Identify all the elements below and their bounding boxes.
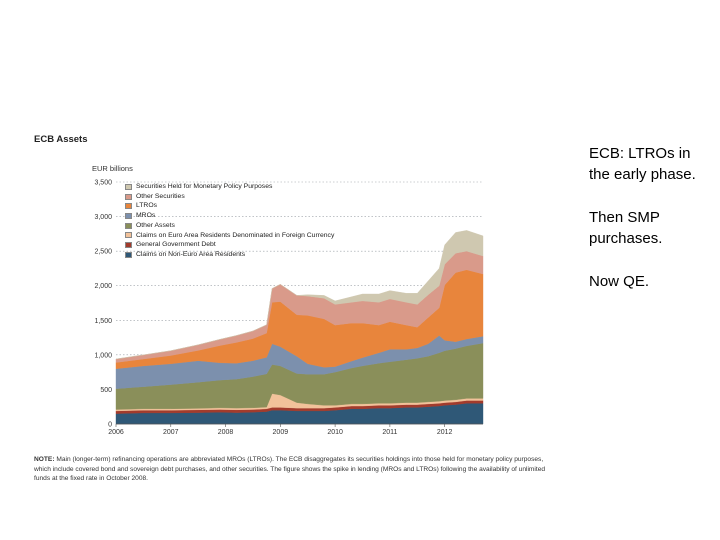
legend-swatch <box>125 251 132 258</box>
legend-item: MROs <box>125 211 334 221</box>
commentary-qe: Now QE. <box>589 273 650 290</box>
legend-label: Claims on Non-Euro Area Residents <box>136 250 246 258</box>
legend-item: Other Securities <box>125 192 334 202</box>
chart-title: ECB Assets <box>34 134 88 145</box>
commentary-ltro: ECB: LTROs in the early phase. <box>589 145 696 183</box>
chart-note: NOTE: Main (longer-term) refinancing ope… <box>34 455 549 484</box>
area-series <box>115 230 484 425</box>
axes: 0 500 1,000 1,500 2,000 2,500 3,000 3,500 2006 20… <box>94 180 483 436</box>
x-tick-label: 2008 <box>218 429 234 436</box>
y-tick-label: 2,000 <box>94 283 112 290</box>
legend-item: Claims on Euro Area Residents Denominate… <box>125 231 334 241</box>
legend-item: Claims on Non-Euro Area Residents <box>125 250 334 260</box>
legend-label: Other Securities <box>136 192 185 200</box>
y-axis-label: EUR billions <box>92 164 133 173</box>
legend-item: General Government Debt <box>125 240 334 250</box>
y-tick-label: 3,000 <box>94 214 112 221</box>
legend-swatch <box>125 212 132 219</box>
y-tick-label: 2,500 <box>94 249 112 256</box>
legend-swatch <box>125 232 132 239</box>
y-tick-label: 0 <box>108 422 112 429</box>
legend-swatch <box>125 222 132 229</box>
x-tick-label: 2010 <box>327 429 343 436</box>
legend-swatch <box>125 193 132 200</box>
chart-legend: Securities Held for Monetary Policy Purp… <box>125 182 334 260</box>
legend-label: Other Assets <box>136 221 175 229</box>
x-tick-label: 2012 <box>437 429 453 436</box>
legend-label: MROs <box>136 212 156 220</box>
y-tick-label: 1,000 <box>94 352 112 359</box>
area-series-7 <box>115 230 484 360</box>
y-tick-label: 3,500 <box>94 180 112 187</box>
y-tick-label: 500 <box>100 387 112 394</box>
legend-swatch <box>125 203 132 210</box>
x-tick-label: 2011 <box>382 429 397 436</box>
note-text: Main (longer-term) refinancing operation… <box>34 456 546 483</box>
note-label: NOTE: <box>34 456 55 463</box>
x-tick-label: 2007 <box>163 429 179 436</box>
y-tick-label: 1,500 <box>94 318 112 325</box>
legend-label: Claims on Euro Area Residents Denominate… <box>136 231 335 239</box>
x-tick-label: 2009 <box>273 429 289 436</box>
legend-label: Securities Held for Monetary Policy Purp… <box>136 183 273 190</box>
legend-swatch <box>125 183 132 190</box>
legend-item: Other Assets <box>125 221 334 231</box>
legend-swatch <box>125 242 132 249</box>
commentary: ECB: LTROs in the early phase. Then SMP … <box>589 143 709 314</box>
legend-item: LTROs <box>125 201 334 211</box>
commentary-smp: Then SMP purchases. <box>589 209 663 247</box>
legend-label: LTROs <box>136 202 158 210</box>
x-tick-label: 2006 <box>108 429 124 436</box>
legend-label: General Government Debt <box>136 241 216 249</box>
legend-item: Securities Held for Monetary Policy Purp… <box>125 182 334 192</box>
